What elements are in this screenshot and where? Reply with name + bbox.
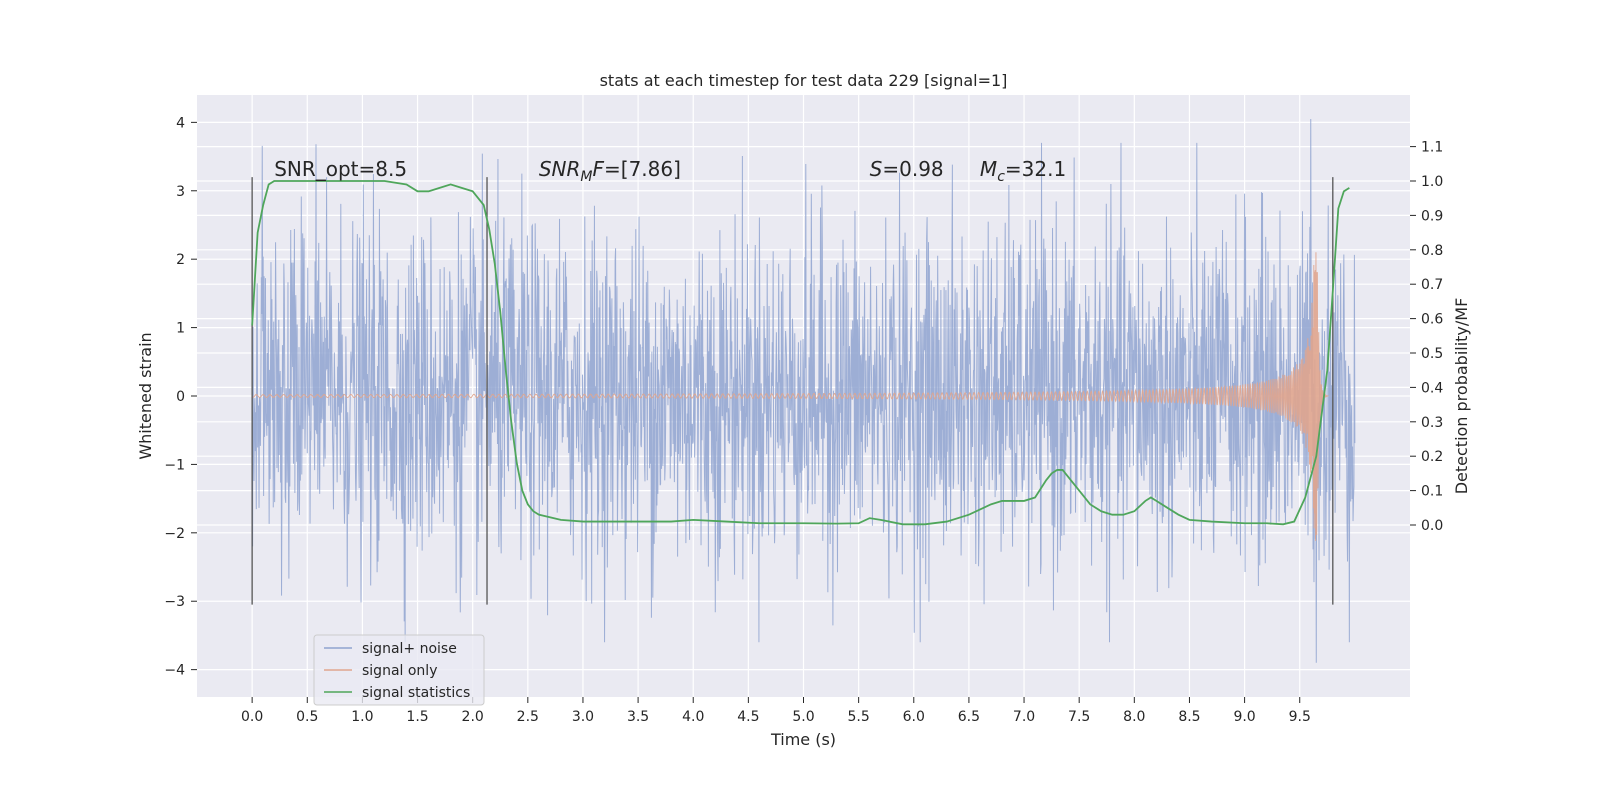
- y-tick-label: −3: [164, 594, 185, 610]
- y-right-tick-label: 0.6: [1421, 312, 1443, 328]
- series-signal-statistics: [251, 180, 1350, 526]
- x-tick-label: 0.5: [296, 709, 318, 725]
- x-tick-label: 3.5: [627, 709, 649, 725]
- x-tick-label: 7.5: [1068, 709, 1090, 725]
- series-signal-only: [251, 252, 1329, 541]
- y-tick-label: −1: [164, 457, 185, 473]
- series-line-signal-only: [251, 252, 1329, 541]
- y-right-tick-label: 0.9: [1421, 208, 1443, 224]
- legend-box: [313, 634, 485, 706]
- x-tick-label: 3.0: [572, 709, 594, 725]
- legend-label-signal-noise: signal+ noise: [362, 641, 457, 657]
- annotation-text: S=0.98: [870, 157, 944, 181]
- y-axis-ticks: −4 −3 −2 −1 0 1 2 3 4: [164, 115, 197, 679]
- x-tick-label: 1.5: [406, 709, 428, 725]
- annotation-text: SNRMF=[7.86]: [539, 157, 681, 185]
- x-tick-label: 5.0: [792, 709, 814, 725]
- y-tick-label: 2: [176, 252, 185, 268]
- y-right-tick-label: 0.2: [1421, 449, 1443, 465]
- x-tick-label: 6.0: [903, 709, 925, 725]
- y-right-axis-ticks: 0.0 0.1 0.2 0.3 0.4 0.5 0.6 0.7 0.8 0.9 1.0 1.1: [1410, 140, 1443, 534]
- y-tick-label: 0: [176, 389, 185, 405]
- x-tick-label: 5.5: [848, 709, 870, 725]
- x-tick-label: 0.0: [241, 709, 263, 725]
- legend-label-signal-statistics: signal statistics: [362, 685, 470, 701]
- x-tick-label: 6.5: [958, 709, 980, 725]
- x-tick-label: 1.0: [351, 709, 373, 725]
- x-axis-ticks: 0.0 0.5 1.0 1.5 2.0 2.5 3.0 3.5 4.0 4.5 5.0 5.5 6.0 6…: [241, 697, 1311, 725]
- y-right-axis-label: Detection probability/MF: [1452, 298, 1471, 495]
- series-line-signal-noise: [251, 118, 1356, 663]
- x-tick-label: 7.0: [1013, 709, 1035, 725]
- x-tick-label: 2.5: [517, 709, 539, 725]
- legend: signal+ noise signal only signal statist…: [313, 634, 485, 706]
- y-right-tick-label: 0.5: [1421, 346, 1443, 362]
- x-tick-label: 8.5: [1178, 709, 1200, 725]
- x-tick-label: 9.5: [1289, 709, 1311, 725]
- vertical-markers: [251, 177, 1334, 605]
- y-right-tick-label: 1.0: [1421, 174, 1443, 190]
- y-right-tick-label: 0.8: [1421, 243, 1443, 259]
- chart-title: stats at each timestep for test data 229…: [600, 71, 1008, 90]
- y-right-tick-label: 0.3: [1421, 415, 1443, 431]
- y-right-tick-label: 0.1: [1421, 484, 1443, 500]
- y-right-tick-label: 0.7: [1421, 277, 1443, 293]
- annotations: SNR_opt=8.5 SNRMF=[7.86] S=0.98 Mc=32.1: [274, 157, 1066, 185]
- y-right-tick-label: 0.0: [1421, 518, 1443, 534]
- x-tick-label: 9.0: [1233, 709, 1255, 725]
- x-tick-label: 4.0: [682, 709, 704, 725]
- y-tick-label: −2: [164, 526, 185, 542]
- y-tick-label: 4: [176, 115, 185, 131]
- legend-label-signal-only: signal only: [362, 663, 437, 679]
- x-tick-label: 8.0: [1123, 709, 1145, 725]
- annotation-text: Mc=32.1: [980, 157, 1066, 185]
- y-tick-label: −4: [164, 663, 185, 679]
- series-signal-noise: [251, 118, 1356, 663]
- y-tick-label: 1: [176, 321, 185, 337]
- x-axis-label: Time (s): [770, 730, 836, 749]
- series-line-signal-statistics: [251, 180, 1350, 526]
- annotation-text: SNR_opt=8.5: [274, 157, 407, 181]
- y-right-tick-label: 0.4: [1421, 380, 1443, 396]
- y-tick-label: 3: [176, 184, 185, 200]
- y-axis-label: Whitened strain: [136, 332, 155, 459]
- y-right-tick-label: 1.1: [1421, 140, 1443, 156]
- x-tick-label: 4.5: [737, 709, 759, 725]
- x-tick-label: 2.0: [462, 709, 484, 725]
